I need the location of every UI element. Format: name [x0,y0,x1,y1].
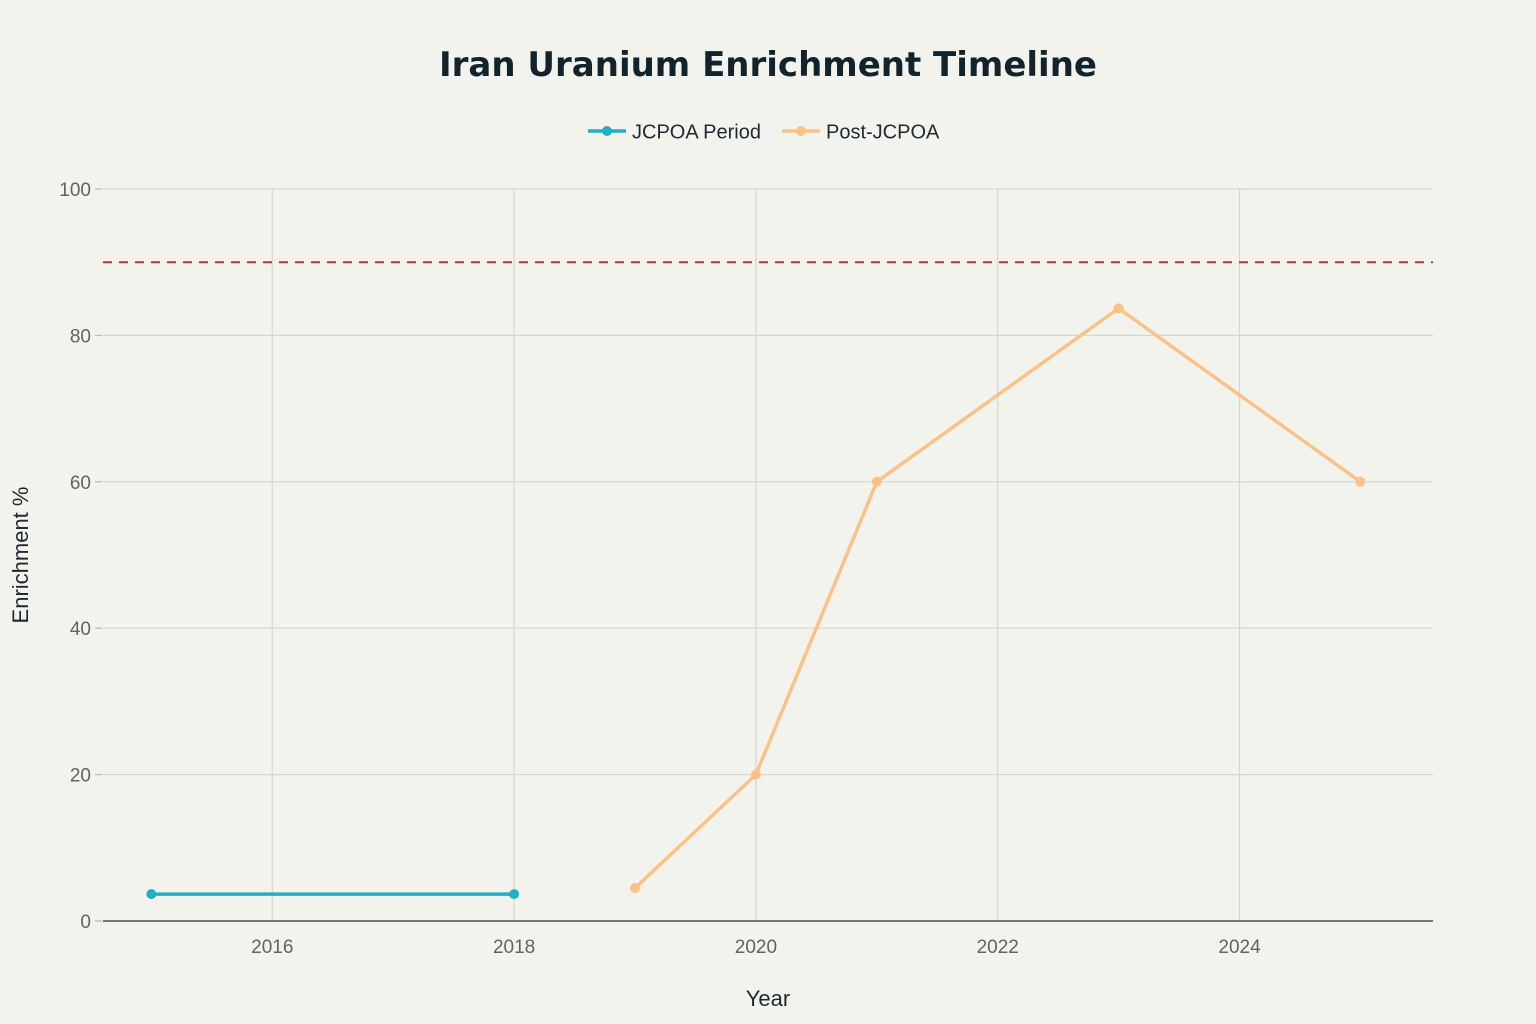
y-axis-title: Enrichment % [8,487,33,624]
series [146,303,1366,900]
legend-item-jcpoa-period[interactable]: JCPOA Period [588,122,761,144]
y-tick-label: 60 [70,473,91,494]
data-point-post-jcpoa[interactable] [1113,303,1124,314]
y-tick-label: 80 [70,326,91,347]
tick-labels: 0 20 40 60 80 100 2016 2018 2020 2022 2024 [59,180,1261,958]
x-tick-label: 2016 [251,937,293,958]
legend-label-jcpoa-period: JCPOA Period [632,122,761,144]
legend-label-post-jcpoa: Post-JCPOA [826,122,940,144]
data-point-post-jcpoa[interactable] [630,883,640,894]
data-point-jcpoa-period[interactable] [146,889,157,900]
data-point-post-jcpoa[interactable] [750,769,761,780]
data-point-jcpoa-period[interactable] [509,889,520,900]
data-point-post-jcpoa[interactable] [1355,476,1366,487]
x-tick-label: 2020 [735,937,777,958]
y-tick-label: 0 [80,912,91,933]
x-tick-label: 2024 [1218,937,1261,958]
grid [95,188,1433,922]
chart-title: Iran Uranium Enrichment Timeline [439,45,1097,85]
y-tick-label: 20 [70,766,91,787]
legend-marker-post-jcpoa [796,126,806,136]
data-point-post-jcpoa[interactable] [871,476,882,487]
legend-marker-jcpoa-period [602,126,612,136]
x-tick-label: 2018 [493,937,535,958]
legend[interactable]: JCPOA Period Post-JCPOA [588,122,940,144]
y-tick-label: 100 [59,180,91,201]
x-tick-label: 2022 [977,937,1019,958]
x-axis-title: Year [746,986,790,1011]
y-tick-label: 40 [70,619,91,640]
legend-item-post-jcpoa[interactable]: Post-JCPOA [782,122,940,144]
